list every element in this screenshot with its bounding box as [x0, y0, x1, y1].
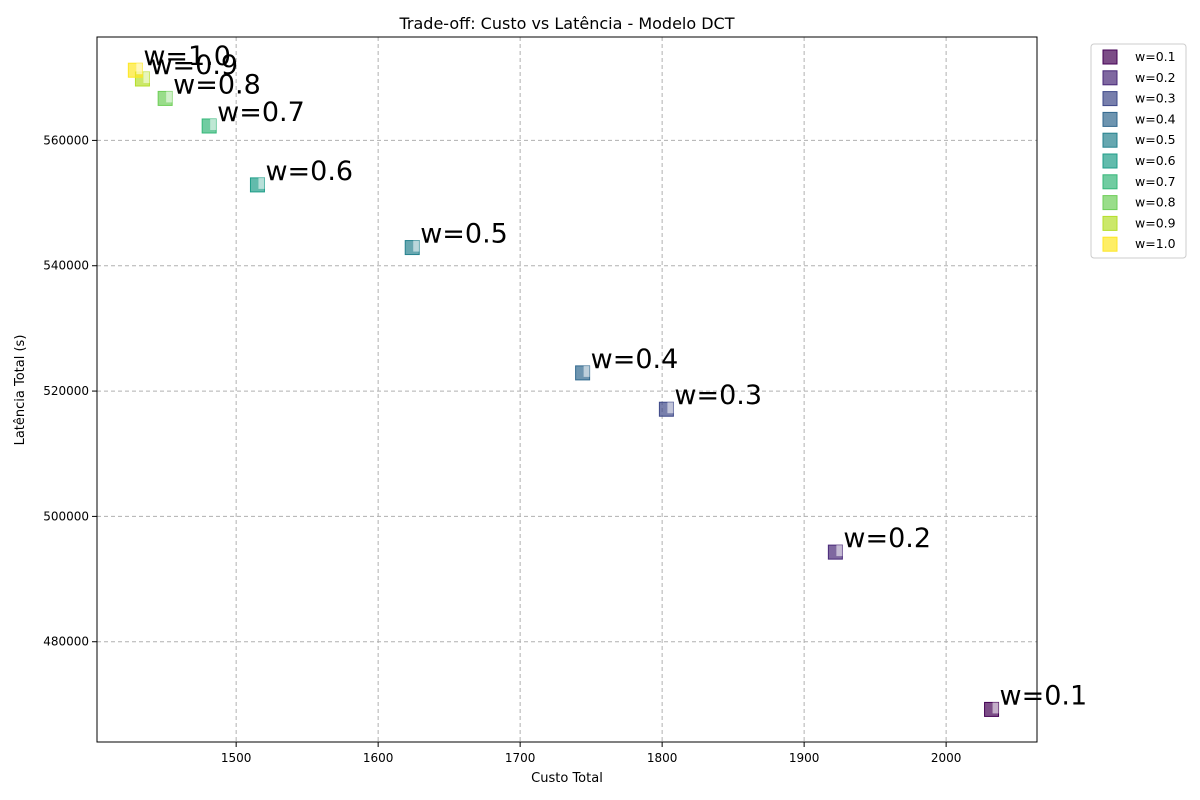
x-tick-label: 1800 [647, 751, 678, 765]
legend-entry: w=0.2 [1135, 70, 1176, 85]
y-tick-label: 560000 [43, 133, 89, 147]
x-tick-label: 1900 [789, 751, 820, 765]
x-tick-label: 1700 [505, 751, 536, 765]
legend-entry: w=1.0 [1135, 236, 1176, 251]
data-points [127, 62, 1000, 717]
point-annotation: w=0.2 [843, 523, 931, 554]
y-axis-label: Latência Total (s) [13, 335, 28, 446]
legend-entry: w=0.7 [1135, 174, 1176, 189]
point-annotation: w=0.3 [674, 380, 762, 411]
data-point-highlight [992, 702, 999, 714]
data-point-highlight [166, 91, 173, 103]
x-axis-label: Custo Total [531, 771, 603, 786]
legend-marker [1102, 91, 1118, 107]
chart-title: Trade-off: Custo vs Latência - Modelo DC… [399, 14, 735, 33]
y-tick-label: 520000 [43, 384, 89, 398]
legend-entry: w=0.6 [1135, 153, 1176, 168]
y-tick-label: 540000 [43, 259, 89, 273]
legend-marker [1102, 70, 1118, 86]
axis-ticks: 1500 1600 1700 1800 1900 2000 480000 500000 5200… [43, 133, 961, 765]
point-annotation: w=0.5 [420, 219, 508, 250]
legend-entry: w=0.9 [1135, 215, 1176, 230]
legend-marker [1102, 215, 1118, 231]
legend-marker [1102, 195, 1118, 211]
point-annotation: w=0.4 [591, 344, 679, 375]
data-point-highlight [836, 545, 843, 557]
legend-marker [1102, 111, 1118, 127]
data-point-highlight [136, 63, 143, 75]
data-point-highlight [667, 402, 674, 414]
data-point-highlight [210, 118, 217, 130]
plot-area-frame [96, 36, 1038, 743]
point-annotation: w=0.1 [1000, 680, 1088, 711]
x-tick-label: 1600 [363, 751, 394, 765]
x-tick-label: 2000 [931, 751, 962, 765]
legend-marker [1102, 132, 1118, 148]
legend-entry: w=0.5 [1135, 132, 1176, 147]
legend: w=0.1 w=0.2 w=0.3 w=0.4 w=0.5 w=0.6 w=0.7 w=0.8… [1090, 43, 1187, 259]
point-annotations: w=0.1 w=0.2 w=0.3 w=0.4 w=0.5 w=0.6 w=0.7w=0.8… [143, 41, 1087, 711]
legend-entry: w=0.1 [1135, 49, 1176, 64]
legend-entry: w=0.4 [1135, 111, 1176, 126]
point-annotation: w=1.0 [143, 41, 231, 72]
point-annotation: w=0.9 [150, 50, 238, 81]
point-annotation: w=0.7 [217, 97, 305, 128]
legend-marker [1102, 236, 1118, 252]
data-point-highlight [583, 365, 590, 377]
point-annotation: w=0.8 [173, 69, 261, 100]
data-point-highlight [258, 177, 265, 189]
legend-entry: w=0.3 [1135, 91, 1176, 106]
legend-marker [1102, 49, 1118, 65]
grid-lines [97, 37, 1037, 742]
data-point-highlight [143, 71, 150, 83]
point-annotation: w=0.6 [265, 156, 353, 187]
y-tick-label: 480000 [43, 635, 89, 649]
data-point-highlight [413, 240, 420, 252]
legend-marker [1102, 174, 1118, 190]
legend-marker [1102, 153, 1118, 169]
y-tick-label: 500000 [43, 509, 89, 523]
x-tick-label: 1500 [221, 751, 252, 765]
legend-entry: w=0.8 [1135, 195, 1176, 210]
